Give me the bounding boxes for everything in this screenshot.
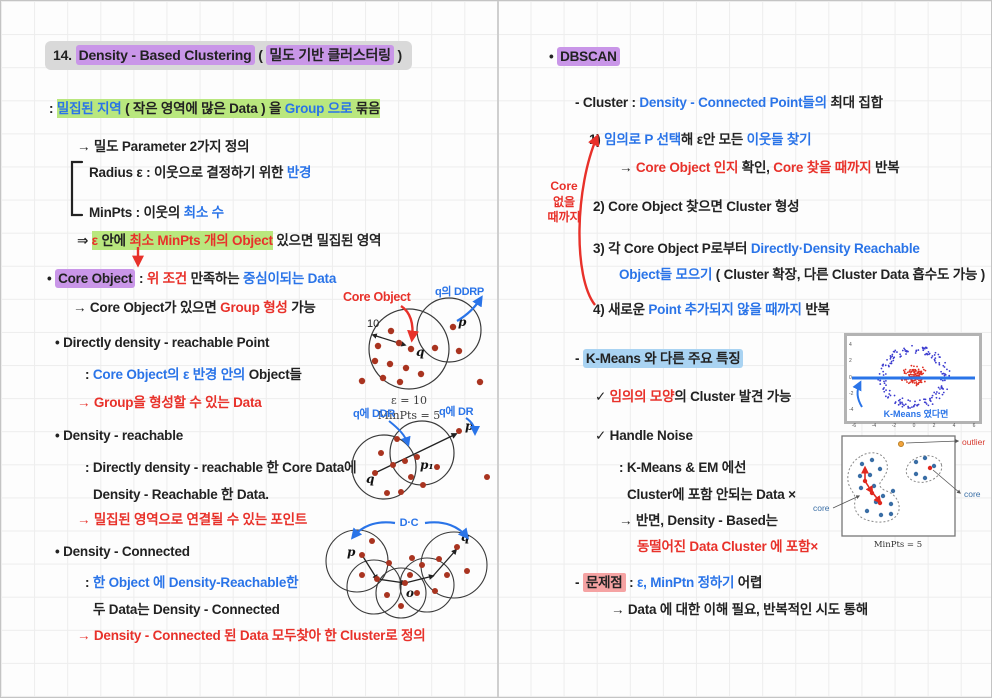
scatter-plot-ring: K-Means 였다면 4 2 0 -2 -4 -6 -4 -2 0 2 4 6 [844,333,982,429]
diagram-core-object: 10 q p Core Object q의 DDRP ε = 10 MinPts… [343,285,484,422]
note-line-core-group: → Core Object가 있으면 Group 형성 가능 [73,300,316,315]
note-line-cluster-def: - Cluster : Density - Connected Point들의 … [575,95,883,110]
y-axis-ticks: 4 2 0 -2 -4 [849,342,854,413]
note-line-noise4: 동떨어진 Data Cluster 에 포함× [637,539,818,554]
point-q-label: q [366,472,374,486]
note-line-problem: - 문제점 : ε, MinPtn 정하기 어렵 [575,573,763,592]
noise-caption: MinPts = 5 [874,540,922,550]
note-line-step3a: 3) 각 Core Object P로부터 Directly·Density R… [593,241,920,256]
note-line-ddrp-note: → Group을 형성할 수 있는 Data [77,395,262,410]
note-line-ddrp-title: • Directly density - reachable Point [55,335,270,350]
svg-text:0: 0 [849,375,852,381]
note-line-noise1: : K-Means & EM 에선 [619,460,747,475]
note-line-step3b: Object들 모으기 ( Cluster 확장, 다른 Cluster Dat… [619,267,986,282]
note-line-radius: Radius ε : 이웃으로 결정하기 위한 반경 [89,165,312,180]
radius-value-label: 10 [367,318,379,330]
note-line-dense-region: : 밀집된 지역 ( 작은 영역에 많은 Data ) 을 Group 으로 묶… [49,99,381,118]
note-line-dc-title: • Density - Connected [55,544,190,559]
svg-text:4: 4 [953,423,956,429]
point-q-label: q [416,345,424,359]
svg-text:2: 2 [933,423,936,429]
note-line-ddrp-def: : Core Object의 ε 반경 안의 Object들 [85,367,302,382]
svg-text:6: 6 [973,423,976,429]
noise-outlier-diagram: outlier core core MinPts = 5 [813,435,985,550]
point-o-label: o [406,586,414,600]
note-line-step1-note: → Core Object 인지 확인, Core 찾을 때까지 반복 [619,160,900,175]
ddrp-callout: q의 DDRP [435,285,484,298]
svg-text:-4: -4 [849,407,854,413]
core-label-right: core [964,489,981,499]
note-line-condition: ⇒ ε 안에 최소 MinPts 개의 Object 있으면 밀집된 영역 [77,231,382,250]
down-arrow-icon [132,247,144,268]
note-line-problem-note: → Data 에 대한 이해 필요, 반복적인 시도 통해 [611,602,869,617]
diagram-density-connected: p o q D·C [325,517,488,619]
ddr-callout: q에 DDR [353,406,395,420]
note-line-dr-title: • Density - reachable [55,428,184,443]
note-line-dc-def1: : 한 Object 에 Density-Reachable한 [85,575,299,590]
note-line-dr-note: → 밀집된 영역으로 연결될 수 있는 포인트 [77,512,308,527]
note-line-dbscan: • DBSCAN [549,47,620,66]
page-divider [497,1,499,697]
page-title: 14. Density - Based Clustering ( 밀도 기반 클… [45,41,413,70]
note-line-core-object: • Core Object : 위 조건 만족하는 중심이되는 Data [47,269,337,288]
core-object-callout: Core Object [343,290,412,304]
point-p-label: p [347,545,356,559]
cluster-boundary-left [847,452,900,523]
point-p1-label: p₁ [420,458,434,472]
core-label-left: core [813,503,830,513]
note-line-dc-note: → Density - Connected 된 Data 모두찾아 한 Clus… [77,628,426,643]
note-line-step1: 1) 임의로 P 선택해 ε안 모든 이웃들 찾기 [589,132,812,147]
svg-text:4: 4 [849,342,852,348]
svg-text:-6: -6 [852,423,857,429]
cluster-boundary-right [905,455,943,483]
x-axis-ticks: -6 -4 -2 0 2 4 6 [852,423,976,429]
dr-callout: q에 DR [439,405,474,418]
note-line-step2: 2) Core Object 찾으면 Cluster 형성 [593,199,800,214]
svg-text:-4: -4 [872,423,877,429]
note-line-noise2: Cluster에 포함 안되는 Data × [627,487,796,502]
note-line-step4: 4) 새로운 Point 추가되지 않을 때까지 반복 [593,302,830,317]
dc-callout: D·C [400,517,419,529]
note-line-dr-def1: : Directly density - reachable 한 Core Da… [85,460,357,475]
epsilon-caption: ε = 10 [391,394,427,407]
note-line-noise3: → 반면, Density - Based는 [619,513,778,528]
note-line-minpts: MinPts : 이웃의 최소 수 [89,205,224,220]
note-line-dr-def2: Density - Reachable 한 Data. [93,487,269,502]
outlier-point [898,440,905,447]
outlier-label: outlier [962,437,985,447]
note-line-shape: ✓ 임의의 모양의 Cluster 발견 가능 [595,389,792,404]
note-line-noise-title: ✓ Handle Noise [595,428,693,443]
margin-note-until-no-core: Core 없을 때까지 [547,179,581,225]
svg-text:-2: -2 [849,391,854,397]
note-line-kmeans-diff: - K-Means 와 다른 주요 특징 [575,347,744,368]
note-line-dc-def2: 두 Data는 Density - Connected [93,602,280,617]
note-line-param: → 밀도 Parameter 2가지 정의 [77,139,250,154]
kmeans-annotation: K-Means 였다면 [884,408,949,419]
diagram-density-reachable: q p₁ p q에 DDR q에 DR [351,405,490,500]
point-p-label: p [465,419,474,433]
loop-arrow [578,133,600,306]
svg-text:-2: -2 [892,423,897,429]
point-p-label: p [458,315,467,329]
svg-text:0: 0 [913,423,916,429]
minpts-caption: MinPts = 5 [378,409,441,422]
bracket-glyph [70,160,84,217]
svg-text:2: 2 [849,358,852,364]
